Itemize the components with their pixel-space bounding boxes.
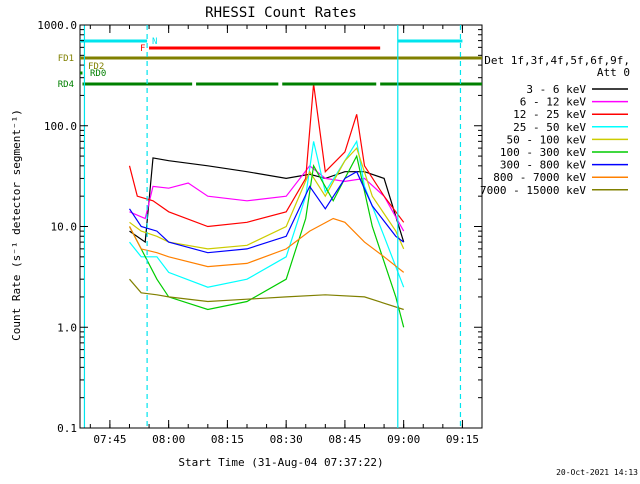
flag-label-f: F [140,44,145,54]
legend-label-1: 6 - 12 keV [520,96,587,109]
legend-header-line-2: Att 0 [597,66,630,79]
y-axis-label: Count Rate (s⁻¹ detector segment⁻¹) [10,109,23,341]
x-tick-label: 09:00 [387,433,420,446]
y-tick-label: 1000.0 [37,19,77,32]
flag-label-rd0: RD0 [90,69,106,79]
flag-label-n: N [152,37,157,47]
series-layer [128,83,405,328]
footer-date: 20-Oct-2021 14:13 [556,468,638,477]
flag-label-rd4: RD4 [58,80,74,90]
series-line-6 [128,170,405,254]
x-tick-label: 07:45 [93,433,126,446]
x-axis-label: Start Time (31-Aug-04 07:37:22) [178,456,383,469]
legend: Det 1f,3f,4f,5f,6f,9f, Att 0 3 - 6 keV6 … [480,54,630,197]
marker-layer [83,25,462,428]
legend-label-0: 3 - 6 keV [526,83,586,96]
x-tick-label: 08:45 [328,433,361,446]
y-tick-label: 1.0 [57,321,77,334]
series-line-0 [129,157,405,244]
legend-label-5: 100 - 300 keV [500,146,586,159]
series-line-7 [128,217,405,273]
legend-label-7: 800 - 7000 keV [493,171,586,184]
series-line-3 [129,139,405,288]
series-line-8 [129,278,404,311]
x-tick-label: 09:15 [446,433,479,446]
x-tick-label: 08:30 [270,433,303,446]
flag-label-fd2: FD2 [88,62,104,72]
legend-header-line-1: Det 1f,3f,4f,5f,6f,9f, [484,54,630,67]
y-tick-label: 10.0 [51,221,78,234]
legend-label-6: 300 - 800 keV [500,159,586,172]
axis-layer: 07:45 08:00 08:15 08:30 08:45 09:00 09:15 0.1 1.… [37,19,483,446]
x-tick-label: 08:00 [152,433,185,446]
legend-label-3: 25 - 50 keV [513,121,586,134]
y-tick-label: 0.1 [57,422,77,435]
flag-label-fd1: FD1 [58,54,74,64]
legend-label-4: 50 - 100 keV [507,133,587,146]
chart-title: RHESSI Count Rates [205,5,357,21]
legend-label-2: 12 - 25 keV [513,108,586,121]
y-tick-label: 100.0 [44,120,77,133]
x-tick-label: 08:15 [211,433,244,446]
series-line-2 [128,83,405,228]
series-line-5 [128,154,405,328]
series-line-4 [129,146,405,250]
legend-label-8: 7000 - 15000 keV [480,184,586,197]
